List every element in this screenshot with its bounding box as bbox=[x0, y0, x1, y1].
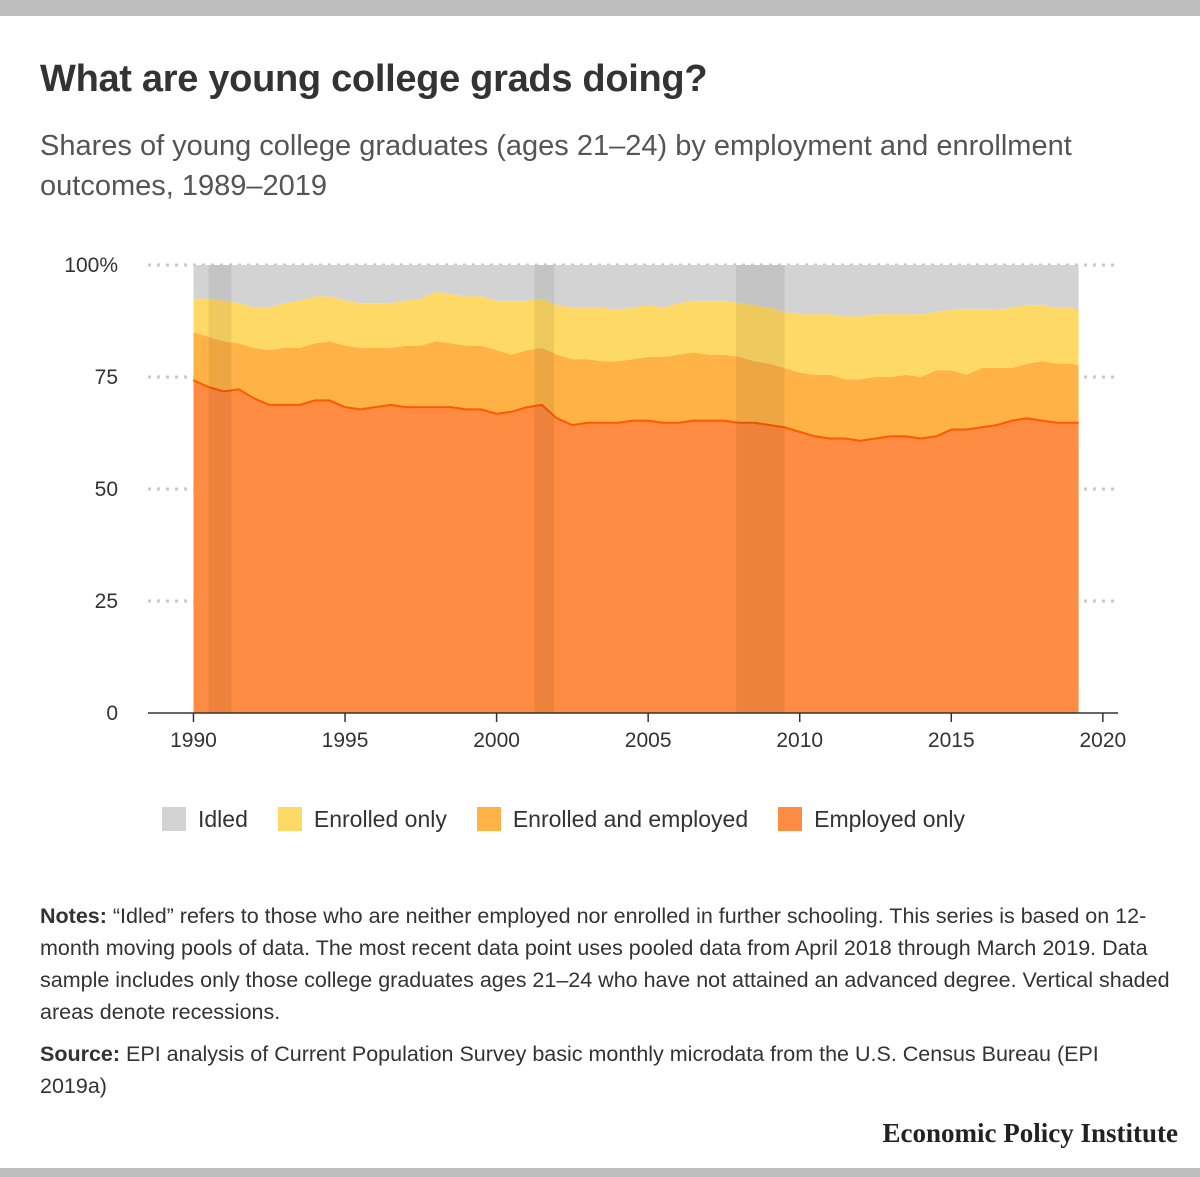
y-tick-label-25: 25 bbox=[95, 590, 118, 613]
notes-text: “Idled” refers to those who are neither … bbox=[40, 904, 1170, 1024]
x-tick-label-1990: 1990 bbox=[170, 729, 217, 752]
legend-item-enrolled-and-employed: Enrolled and employed bbox=[476, 805, 749, 833]
legend-swatch-employed-only bbox=[778, 807, 803, 831]
y-tick-label-50: 50 bbox=[95, 478, 118, 501]
legend-swatch-idled bbox=[162, 807, 186, 831]
x-tick-label-2005: 2005 bbox=[625, 729, 672, 752]
recession-bands bbox=[208, 265, 785, 713]
area-series bbox=[192, 265, 1079, 713]
legend-label-employed-only: Employed only bbox=[814, 805, 965, 832]
y-tick-label-75: 75 bbox=[95, 366, 118, 389]
x-tick-label-2010: 2010 bbox=[776, 729, 823, 752]
notes-label: Notes: bbox=[40, 904, 107, 928]
legend-swatch-enrolled-only bbox=[277, 807, 302, 831]
area-idled bbox=[193, 265, 1079, 317]
x-tick-label-1995: 1995 bbox=[322, 729, 369, 752]
legend: Idled Enrolled only Enrolled and employe… bbox=[162, 803, 995, 835]
brand-logo-text: Economic Policy Institute bbox=[882, 1118, 1178, 1148]
y-tick-label-0: 0 bbox=[106, 702, 118, 725]
x-tick-label-2020: 2020 bbox=[1079, 729, 1126, 752]
area-enrolled-only bbox=[193, 291, 1079, 380]
area-employed-only bbox=[193, 379, 1079, 713]
x-tick-label-2000: 2000 bbox=[473, 729, 520, 752]
legend-item-employed-only: Employed only bbox=[778, 806, 965, 833]
legend-swatch-enrolled-and-employed bbox=[476, 807, 501, 831]
x-tick-label-2015: 2015 bbox=[928, 729, 975, 752]
chart-subtitle: Shares of young college graduates (ages … bbox=[40, 130, 1072, 202]
axes: 0 25 50 75 100% 1990 1995 2000 2005 2010 2015 2020 bbox=[64, 254, 1126, 752]
stacked-area-chart: 0 25 50 75 100% 1990 1995 2000 2005 2010 2015 2020 bbox=[64, 254, 1126, 752]
chart-title: What are young college grads doing? bbox=[40, 58, 708, 100]
legend-item-idled: Idled bbox=[162, 806, 248, 833]
legend-label-enrolled-only: Enrolled only bbox=[313, 805, 447, 832]
recession-band-1 bbox=[208, 265, 232, 713]
area-enrolled-and-employed bbox=[193, 332, 1079, 440]
top-border-bar bbox=[0, 0, 1200, 16]
legend-label-idled: Idled bbox=[198, 805, 248, 832]
y-tick-label-100: 100% bbox=[64, 254, 118, 277]
source-text: EPI analysis of Current Population Surve… bbox=[40, 1042, 1099, 1098]
legend-item-enrolled-only: Enrolled only bbox=[277, 805, 447, 833]
bottom-border-bar bbox=[0, 1168, 1200, 1177]
notes: Notes: “Idled” refers to those who are n… bbox=[40, 900, 1170, 1028]
recession-band-2 bbox=[534, 265, 555, 713]
source-label: Source: bbox=[40, 1042, 121, 1066]
source: Source: EPI analysis of Current Populati… bbox=[40, 1038, 1170, 1102]
recession-band-3 bbox=[736, 265, 785, 713]
legend-label-enrolled-and-employed: Enrolled and employed bbox=[512, 805, 749, 832]
